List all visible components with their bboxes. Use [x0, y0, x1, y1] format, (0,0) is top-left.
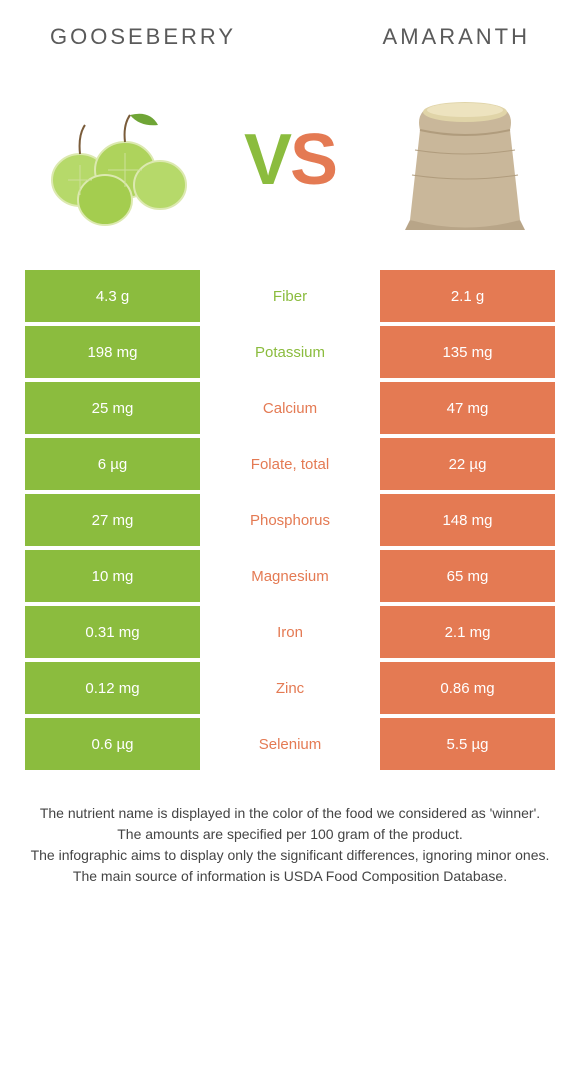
- nutrient-label: Calcium: [200, 382, 380, 434]
- right-value: 2.1 mg: [380, 606, 555, 658]
- nutrient-label: Iron: [200, 606, 380, 658]
- nutrient-row: 27 mgPhosphorus148 mg: [25, 494, 555, 546]
- footer-notes: The nutrient name is displayed in the co…: [0, 774, 580, 886]
- right-value: 22 µg: [380, 438, 555, 490]
- nutrient-row: 0.6 µgSelenium5.5 µg: [25, 718, 555, 770]
- left-value: 10 mg: [25, 550, 200, 602]
- right-value: 65 mg: [380, 550, 555, 602]
- nutrient-row: 0.31 mgIron2.1 mg: [25, 606, 555, 658]
- hero-row: VS: [0, 60, 580, 270]
- nutrient-row: 6 µgFolate, total22 µg: [25, 438, 555, 490]
- left-value: 0.12 mg: [25, 662, 200, 714]
- vs-v: V: [244, 120, 290, 200]
- left-value: 0.31 mg: [25, 606, 200, 658]
- right-value: 2.1 g: [380, 270, 555, 322]
- nutrient-label: Magnesium: [200, 550, 380, 602]
- right-value: 47 mg: [380, 382, 555, 434]
- nutrient-label: Selenium: [200, 718, 380, 770]
- nutrient-row: 4.3 gFiber2.1 g: [25, 270, 555, 322]
- amaranth-image: [375, 80, 555, 240]
- nutrient-label: Potassium: [200, 326, 380, 378]
- footer-line-1: The nutrient name is displayed in the co…: [20, 804, 560, 823]
- vs-label: VS: [244, 119, 336, 201]
- nutrient-row: 0.12 mgZinc0.86 mg: [25, 662, 555, 714]
- nutrient-label: Zinc: [200, 662, 380, 714]
- vs-s: S: [290, 120, 336, 200]
- header: GOOSEBERRY AMARANTH: [0, 0, 580, 60]
- left-value: 6 µg: [25, 438, 200, 490]
- nutrient-row: 10 mgMagnesium65 mg: [25, 550, 555, 602]
- left-value: 198 mg: [25, 326, 200, 378]
- nutrient-row: 25 mgCalcium47 mg: [25, 382, 555, 434]
- right-value: 135 mg: [380, 326, 555, 378]
- left-food-title: GOOSEBERRY: [50, 24, 236, 50]
- left-value: 25 mg: [25, 382, 200, 434]
- nutrient-label: Phosphorus: [200, 494, 380, 546]
- right-value: 5.5 µg: [380, 718, 555, 770]
- right-value: 148 mg: [380, 494, 555, 546]
- left-value: 0.6 µg: [25, 718, 200, 770]
- footer-line-3: The infographic aims to display only the…: [20, 846, 560, 865]
- nutrient-table: 4.3 gFiber2.1 g198 mgPotassium135 mg25 m…: [0, 270, 580, 770]
- nutrient-label: Folate, total: [200, 438, 380, 490]
- nutrient-label: Fiber: [200, 270, 380, 322]
- left-value: 4.3 g: [25, 270, 200, 322]
- gooseberry-image: [25, 80, 205, 240]
- footer-line-2: The amounts are specified per 100 gram o…: [20, 825, 560, 844]
- footer-line-4: The main source of information is USDA F…: [20, 867, 560, 886]
- left-value: 27 mg: [25, 494, 200, 546]
- right-food-title: AMARANTH: [383, 24, 530, 50]
- nutrient-row: 198 mgPotassium135 mg: [25, 326, 555, 378]
- right-value: 0.86 mg: [380, 662, 555, 714]
